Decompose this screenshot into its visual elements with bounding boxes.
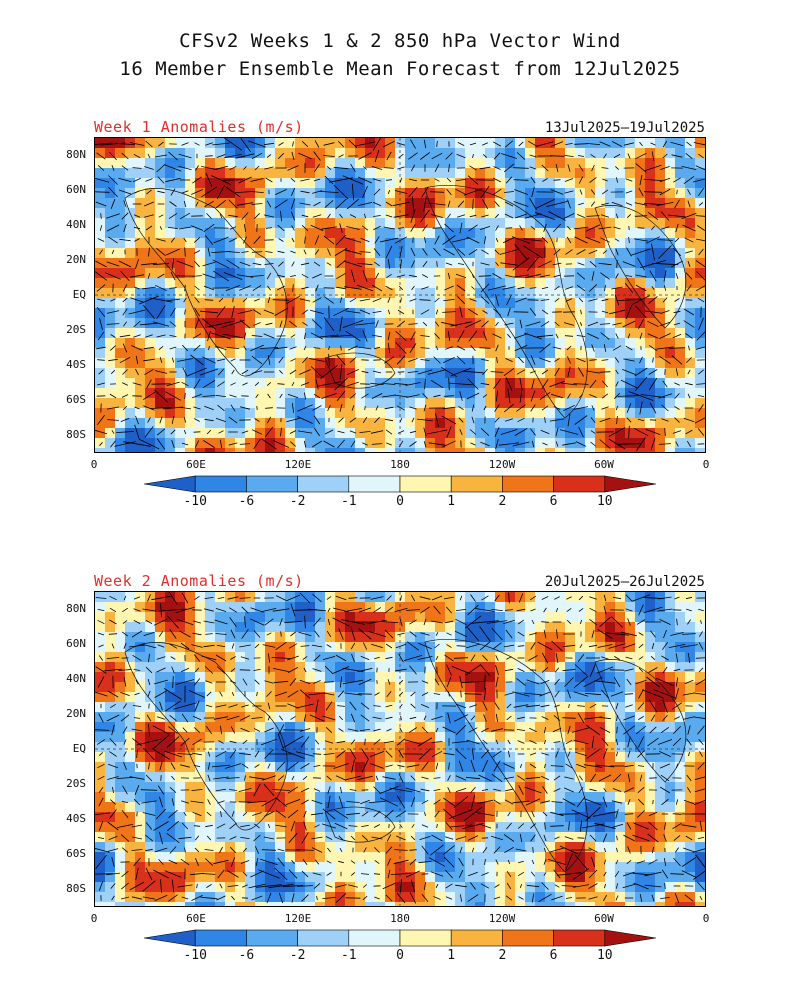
colorbar-tick-label: 10	[596, 948, 613, 963]
lon-tick-label: 120W	[488, 912, 516, 925]
lat-tick-label: 20N	[66, 252, 86, 266]
colorbar-tick-label: 6	[549, 494, 558, 509]
lon-tick-label: 120E	[284, 912, 312, 925]
week2-wind-anomaly-map	[94, 591, 706, 907]
lat-tick-label: 80S	[66, 428, 86, 442]
colorbar-tick-label: -6	[238, 948, 255, 963]
colorbar-swatch	[194, 475, 247, 493]
lon-tick-label: 0	[90, 458, 98, 471]
wind-vectors	[95, 592, 705, 904]
lat-tick-label: 60S	[66, 847, 86, 861]
colorbar-tick-label: 10	[596, 494, 613, 509]
week2-colorbar	[143, 928, 657, 952]
colorbar-tick-label: -1	[340, 948, 357, 963]
colorbar-swatch	[297, 929, 350, 947]
colorbar-swatch	[143, 475, 196, 493]
colorbar-swatch	[143, 929, 196, 947]
colorbar-swatch	[553, 929, 606, 947]
colorbar-swatch	[399, 929, 452, 947]
colorbar-tick-label: -2	[289, 494, 306, 509]
lon-tick-label: 0	[702, 912, 710, 925]
lon-tick-label: 0	[702, 458, 710, 471]
colorbar-swatch	[194, 929, 247, 947]
week2-panel-title: Week 2 Anomalies (m/s)	[94, 572, 304, 590]
lat-tick-label: EQ	[72, 742, 86, 755]
lat-tick-label: EQ	[72, 288, 86, 301]
lat-tick-label: 20S	[66, 323, 86, 337]
lat-tick-label: 80N	[66, 601, 86, 615]
lat-tick-label: 40N	[66, 217, 86, 231]
lat-tick-label: 80N	[66, 147, 86, 161]
week1-date-range: 13Jul2025—19Jul2025	[544, 120, 705, 136]
lon-tick-label: 0	[90, 912, 98, 925]
colorbar-swatch	[450, 929, 503, 947]
lon-tick-label: 120W	[488, 458, 516, 471]
colorbar-tick-label: -10	[183, 948, 207, 963]
lon-tick-label: 180	[390, 458, 410, 471]
colorbar-swatch	[399, 475, 452, 493]
colorbar-swatch	[297, 475, 350, 493]
colorbar-swatch	[450, 475, 503, 493]
colorbar-swatch	[553, 475, 606, 493]
week1-wind-anomaly-map	[94, 137, 706, 453]
lon-tick-label: 60E	[186, 912, 206, 925]
colorbar-tick-label: -6	[238, 494, 255, 509]
colorbar-swatch	[604, 475, 657, 493]
colorbar-tick-label: 0	[396, 948, 404, 963]
colorbar-swatch	[348, 929, 401, 947]
colorbar-tick-label: 1	[447, 948, 456, 963]
colorbar-swatch	[502, 475, 554, 493]
lat-tick-label: 60S	[66, 393, 86, 407]
lat-tick-label: 20S	[66, 777, 86, 791]
colorbar-tick-label: 2	[498, 494, 507, 509]
colorbar-tick-label: -10	[183, 494, 207, 509]
lat-tick-label: 40S	[66, 812, 86, 826]
lon-tick-label: 60W	[594, 912, 614, 925]
colorbar-swatch	[502, 929, 554, 947]
lon-tick-label: 180	[390, 912, 410, 925]
week1-panel-title: Week 1 Anomalies (m/s)	[94, 118, 304, 136]
colorbar-tick-label: 6	[549, 948, 558, 963]
wind-vectors	[95, 138, 705, 451]
lat-tick-label: 40N	[66, 671, 86, 685]
lat-tick-label: 80S	[66, 882, 86, 896]
lat-tick-label: 60N	[66, 182, 86, 196]
colorbar-tick-label: -2	[289, 948, 306, 963]
lat-tick-label: 20N	[66, 706, 86, 720]
title-line-2: 16 Member Ensemble Mean Forecast from 12…	[119, 58, 681, 80]
week2-date-range: 20Jul2025—26Jul2025	[544, 574, 705, 590]
coastlines	[124, 185, 687, 419]
lon-tick-label: 120E	[284, 458, 312, 471]
colorbar-swatch	[246, 929, 298, 947]
anomaly-shading	[95, 592, 705, 906]
colorbar-tick-label: -1	[340, 494, 357, 509]
week1-colorbar	[143, 474, 657, 498]
colorbar-tick-label: 1	[447, 494, 456, 509]
lon-tick-label: 60E	[186, 458, 206, 471]
colorbar-tick-label: 2	[498, 948, 507, 963]
title-line-1: CFSv2 Weeks 1 & 2 850 hPa Vector Wind	[179, 30, 621, 52]
colorbar-swatch	[348, 475, 401, 493]
colorbar-swatch	[246, 475, 298, 493]
colorbar-swatch	[604, 929, 657, 947]
lat-tick-label: 40S	[66, 358, 86, 372]
lon-tick-label: 60W	[594, 458, 614, 471]
colorbar-tick-label: 0	[396, 494, 404, 509]
lat-tick-label: 60N	[66, 636, 86, 650]
